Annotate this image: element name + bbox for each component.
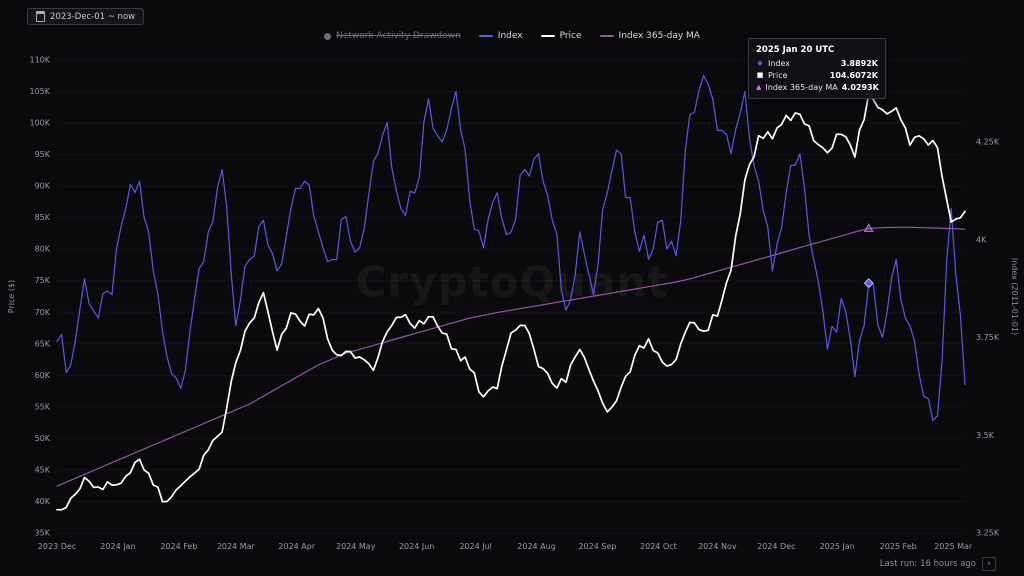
x-axis-tick-label: 2024 Jul [459,542,492,551]
y-axis-right-tick-label: 3.25K [976,529,1000,538]
x-axis-tick-label: 2024 Dec [757,542,795,551]
tooltip-row-ma: ▲ Index 365-day MA 4.0293K [756,83,879,92]
x-axis-tick-label: 2025 Feb [880,542,917,551]
last-run-text: Last run: 16 hours ago [879,559,976,569]
legend-item-index[interactable]: Index [478,31,523,41]
calendar-icon [36,11,45,22]
chart-legend: Network Activity Drawdown Index Price In… [0,31,1024,41]
legend-label: Index [497,31,523,41]
legend-item-index-365-day-ma[interactable]: Index 365-day MA [599,31,700,41]
x-axis-tick-label: 2024 Mar [217,542,256,551]
legend-item-network-activity-drawdown[interactable]: Network Activity Drawdown [324,31,461,41]
hover-marker-index-diamond [863,278,874,289]
cryptoquant-watermark: CryptoQuant [355,257,669,307]
tooltip-value: 104.6072K [829,71,878,80]
y-axis-left-tick-label: 50K [35,434,51,443]
chart-tooltip: 2025 Jan 20 UTC ◆ Index 3.8892K ■ Price … [748,38,886,99]
hover-marker-ma-triangle [863,223,874,232]
last-run-status: Last run: 16 hours ago › [880,557,996,571]
x-axis-tick-label: 2024 Apr [278,542,315,551]
y-axis-left-tick-label: 45K [35,465,51,474]
y-axis-left-tick-label: 55K [35,402,51,411]
y-axis-left-tick-label: 70K [35,308,51,317]
y-axis-right-tick-label: 3.75K [976,333,1000,342]
legend-item-price[interactable]: Price [540,31,582,41]
x-axis-tick-label: 2024 Oct [640,542,677,551]
tooltip-value: 4.0293K [841,83,879,92]
index-series-swatch-icon [478,35,493,37]
chevron-right-icon[interactable]: › [982,557,996,571]
x-axis-tick-label: 2025 Mar [934,542,973,551]
x-axis-tick-label: 2024 Jan [100,542,135,551]
x-axis-tick-label: 2024 Sep [578,542,616,551]
series-line-index-365-day-ma [56,226,966,487]
y-axis-left-tick-label: 60K [35,371,51,380]
triangle-marker-icon: ▲ [756,83,762,91]
y-axis-right-tick-label: 3.5K [976,431,995,440]
legend-label: Network Activity Drawdown [336,31,461,41]
x-axis-tick-label: 2023 Dec [38,542,76,551]
x-axis-tick-label: 2024 Nov [698,542,737,551]
diamond-marker-icon: ◆ [757,59,763,67]
ma-series-swatch-icon [599,35,614,37]
y-axis-right-title: Index (2011-01-01) [1010,258,1019,335]
date-range-selector[interactable]: 2023-Dec-01 ~ now [27,8,145,25]
y-axis-left-tick-label: 100K [29,119,50,128]
x-axis-tick-label: 2024 Jun [399,542,434,551]
tooltip-label: Price [768,71,788,80]
tooltip-label: Index [768,59,791,68]
y-axis-right-tick-label: 4.25K [976,138,1000,147]
y-axis-left-tick-label: 105K [29,87,50,96]
y-axis-left-tick-label: 95K [35,150,51,159]
tooltip-value: 3.8892K [840,59,878,68]
series-line-index [56,74,966,422]
x-axis-tick-label: 2024 May [336,542,376,551]
series-line-price [56,93,966,511]
x-axis-tick-label: 2024 Feb [160,542,197,551]
y-axis-left-tick-label: 35K [35,529,51,538]
square-marker-icon: ■ [756,71,764,79]
x-axis-tick-label: 2025 Jan [820,542,855,551]
y-axis-left-tick-label: 110K [29,56,50,65]
disabled-series-dot-icon [324,32,332,40]
x-axis-tick-label: 2024 Aug [517,542,556,551]
y-axis-left-tick-label: 75K [35,276,51,285]
y-axis-left-tick-label: 85K [35,213,51,222]
tooltip-row-index: ◆ Index 3.8892K [756,59,878,68]
price-series-swatch-icon [540,35,555,37]
tooltip-row-price: ■ Price 104.6072K [756,71,878,80]
y-axis-left-tick-label: 90K [35,182,51,191]
legend-label: Index 365-day MA [618,31,700,41]
tooltip-date: 2025 Jan 20 UTC [756,45,835,55]
tooltip-label: Index 365-day MA [765,83,838,92]
y-axis-left-tick-label: 65K [35,339,51,348]
date-range-label: 2023-Dec-01 ~ now [50,11,136,22]
y-axis-right-tick-label: 4K [976,235,987,244]
legend-label: Price [559,31,582,41]
y-axis-left-title: Price ($) [7,280,16,313]
y-axis-left-tick-label: 80K [35,245,51,254]
y-axis-left-tick-label: 40K [35,497,51,506]
